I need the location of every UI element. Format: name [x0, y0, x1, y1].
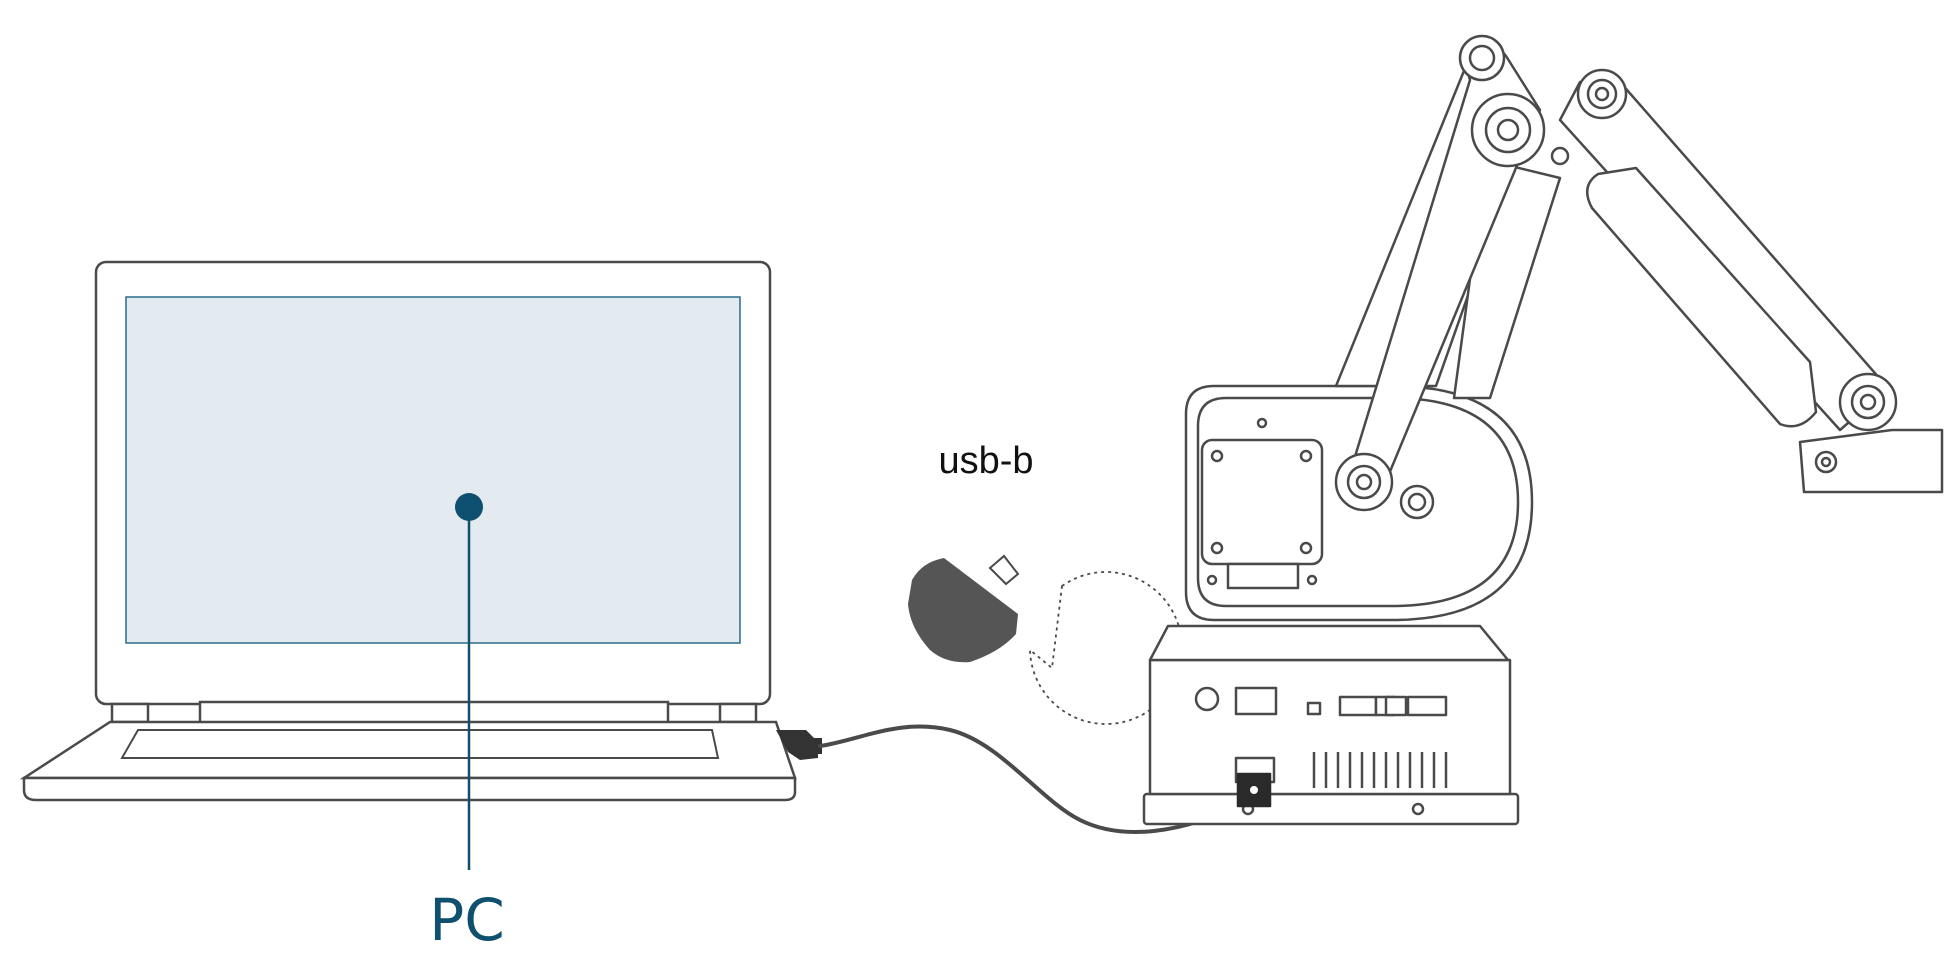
pc-label: PC: [429, 886, 504, 954]
pc-pointer: [455, 493, 483, 870]
usb-b-connector-icon: [908, 554, 1183, 725]
usb-a-plug-icon: [776, 730, 822, 760]
laptop-icon: [19, 260, 797, 802]
end-effector: [1798, 428, 1944, 494]
laptop-screen: [125, 296, 741, 644]
robot-arm-icon: [1142, 34, 1944, 826]
forearm: [1558, 80, 1890, 432]
control-box: [1142, 624, 1520, 826]
usb-cable-icon: [818, 724, 1252, 834]
usb-b-label: usb-b: [938, 440, 1033, 482]
